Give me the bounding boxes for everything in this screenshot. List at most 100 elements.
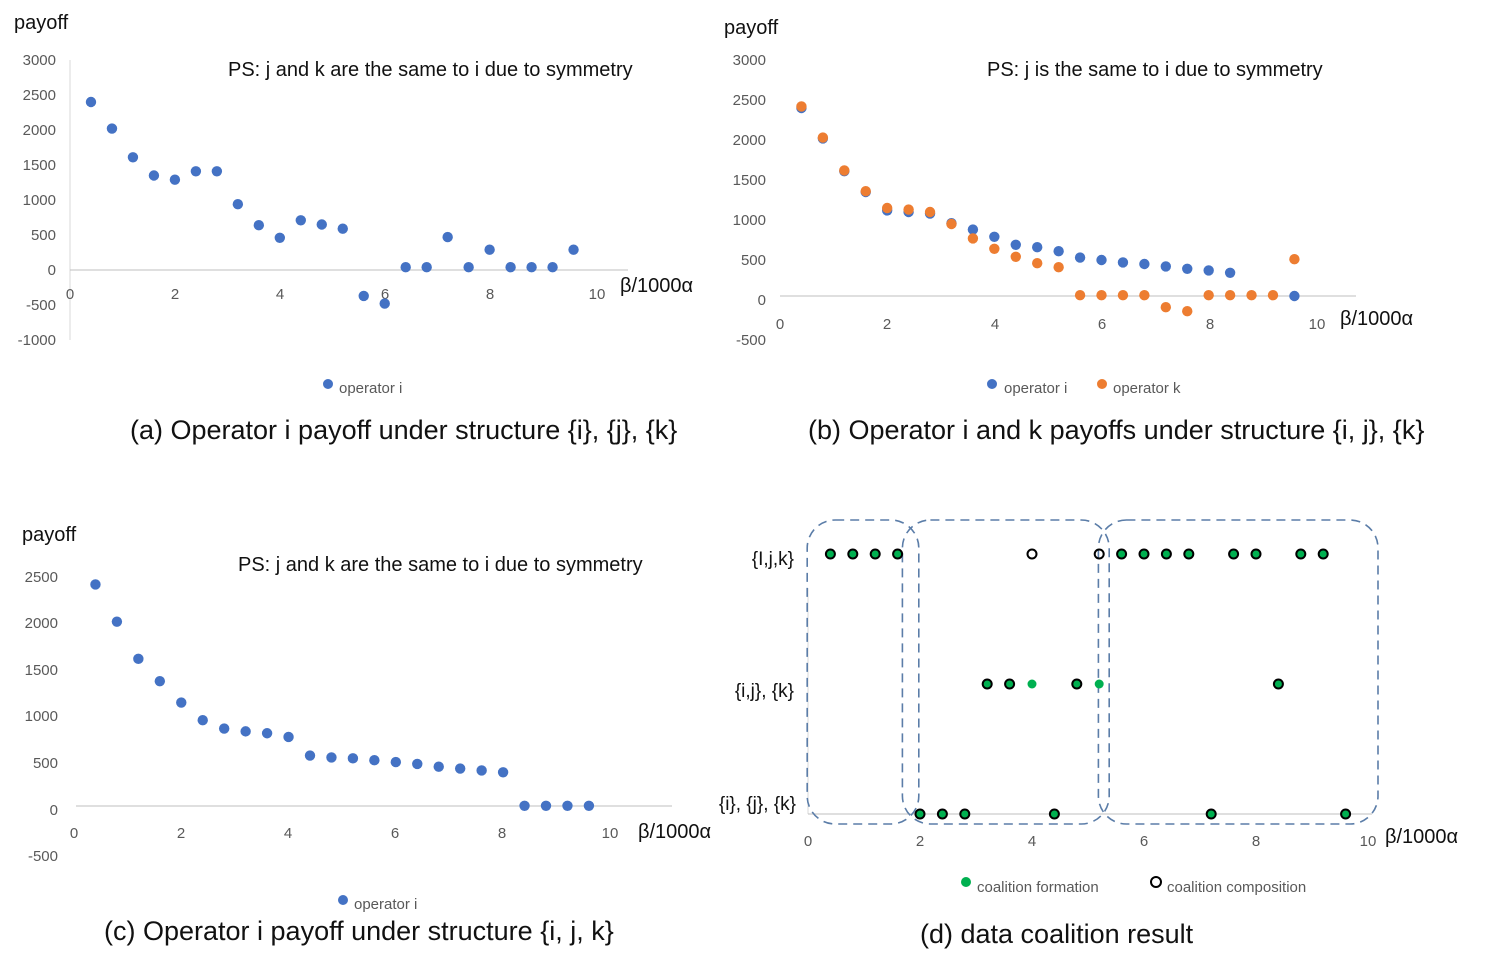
data-point-operator-i	[90, 579, 101, 590]
data-point-operator-i	[347, 753, 359, 764]
y-tick-label: 2000	[733, 132, 766, 149]
data-point-coalition-formation	[893, 549, 903, 559]
data-point-operator-k	[1010, 251, 1021, 262]
data-point-coalition-formation	[1341, 809, 1351, 819]
y-tick-label: 2500	[25, 569, 58, 586]
y-tick-label: 0	[758, 292, 766, 309]
data-point-coalition-formation	[1229, 549, 1239, 559]
panel-a-x-ticks: 0 2 4 6 8 10	[66, 286, 606, 303]
data-point-coalition-formation	[1318, 549, 1328, 559]
panel-a-note: PS: j and k are the same to i due to sym…	[228, 59, 633, 81]
data-point-operator-i	[433, 761, 444, 772]
data-point-coalition-formation	[1161, 549, 1171, 559]
y-tick-label: -500	[28, 848, 58, 865]
data-point-coalition-formation	[848, 549, 858, 559]
data-point-coalition-formation	[1251, 549, 1261, 559]
data-point-coalition-composition	[981, 678, 993, 690]
y-tick-label: 2500	[23, 87, 56, 104]
coalition-group-box	[1097, 519, 1379, 825]
data-point-operator-i	[283, 731, 294, 743]
x-tick-label: 6	[1098, 316, 1106, 333]
data-point-operator-i	[85, 96, 97, 108]
data-point-coalition-composition	[1295, 548, 1307, 560]
data-point-coalition-composition	[1250, 548, 1262, 560]
data-point-coalition-composition	[914, 808, 926, 820]
data-point-operator-i	[295, 215, 306, 226]
data-point-operator-i	[197, 715, 208, 726]
x-tick-label: 2	[916, 833, 924, 850]
legend-marker-operator-i	[987, 379, 997, 389]
data-point-coalition-formation	[1094, 679, 1104, 689]
y-tick-label: 1500	[733, 172, 766, 189]
y-tick-label: 2000	[23, 122, 56, 139]
data-point-coalition-composition	[869, 548, 881, 560]
data-point-operator-k	[1117, 290, 1129, 301]
data-point-operator-i	[568, 244, 579, 255]
data-point-operator-i	[454, 763, 466, 774]
panel-c-y-ticks: 2500 2000 1500 1000 500 0 -500	[25, 569, 58, 865]
panel-b-xlabel: β/1000α	[1340, 308, 1413, 330]
data-point-coalition-formation	[915, 809, 925, 819]
data-point-operator-i	[1160, 261, 1172, 272]
data-point-operator-k	[796, 101, 807, 112]
data-point-operator-i	[1032, 242, 1043, 253]
y-tick-label: -1000	[18, 332, 56, 349]
data-point-operator-k	[924, 206, 936, 218]
y-tick-label: 3000	[733, 52, 766, 69]
x-tick-label: 8	[1252, 833, 1260, 850]
x-tick-label: 4	[1028, 833, 1036, 850]
data-point-coalition-composition	[936, 808, 948, 820]
data-point-operator-i	[412, 758, 423, 770]
data-point-operator-i	[1096, 254, 1107, 266]
panel-c-caption: (c) Operator i payoff under structure {i…	[104, 916, 614, 946]
panel-c-x-ticks: 0 2 4 6 8 10	[70, 825, 619, 842]
data-point-operator-i	[358, 290, 369, 302]
data-point-operator-i	[304, 750, 316, 761]
data-point-coalition-formation	[1072, 679, 1082, 689]
data-point-operator-k	[1224, 290, 1236, 301]
x-tick-label: 10	[1360, 833, 1377, 850]
data-point-coalition-composition	[1228, 548, 1240, 560]
data-point-operator-i	[261, 728, 273, 739]
data-point-coalition-formation	[1049, 809, 1059, 819]
legend-marker-operator-i	[338, 895, 348, 905]
data-point-coalition-composition	[1071, 678, 1083, 690]
data-point-coalition-composition	[1048, 808, 1060, 820]
data-point-operator-i	[1074, 252, 1086, 263]
data-point-operator-i	[133, 653, 144, 665]
panel-c-xlabel: β/1000α	[638, 821, 711, 843]
x-tick-label: 2	[883, 316, 891, 333]
y-tick-label: 1500	[25, 662, 58, 679]
data-point-coalition-formation	[1273, 679, 1283, 689]
data-point-coalition-composition	[1138, 548, 1150, 560]
category-label: {i,j}, {k}	[735, 681, 794, 702]
data-point-operator-i	[547, 262, 558, 273]
panel-d-x-ticks: 0 2 4 6 8 10	[804, 833, 1377, 850]
data-point-coalition-formation	[870, 549, 880, 559]
data-point-operator-i	[1139, 258, 1150, 270]
category-label: {i}, {j}, {k}	[719, 794, 796, 815]
y-tick-label: 2000	[25, 615, 58, 632]
data-point-operator-i	[505, 262, 516, 273]
x-tick-label: 4	[991, 316, 999, 333]
data-point-coalition-formation	[1139, 549, 1149, 559]
legend-marker-coalition-formation	[961, 877, 971, 887]
panel-d-caption: (d) data coalition result	[920, 919, 1194, 949]
data-point-operator-i	[169, 174, 181, 185]
y-tick-label: 1000	[23, 192, 56, 209]
legend-marker-operator-i	[323, 379, 333, 389]
data-point-operator-i	[326, 752, 337, 763]
panel-d-xlabel: β/1000α	[1385, 826, 1458, 848]
category-label: {I,j,k}	[752, 549, 794, 570]
data-point-coalition-composition	[1183, 548, 1195, 560]
data-point-operator-i	[211, 166, 223, 177]
data-point-operator-i	[526, 262, 537, 273]
data-point-coalition-formation	[825, 549, 835, 559]
data-point-operator-k	[839, 165, 850, 176]
x-tick-label: 2	[171, 286, 179, 303]
y-tick-label: 500	[33, 755, 58, 772]
data-point-operator-k	[1096, 290, 1107, 301]
data-point-coalition-composition	[959, 808, 971, 820]
data-point-operator-k	[1074, 290, 1086, 301]
